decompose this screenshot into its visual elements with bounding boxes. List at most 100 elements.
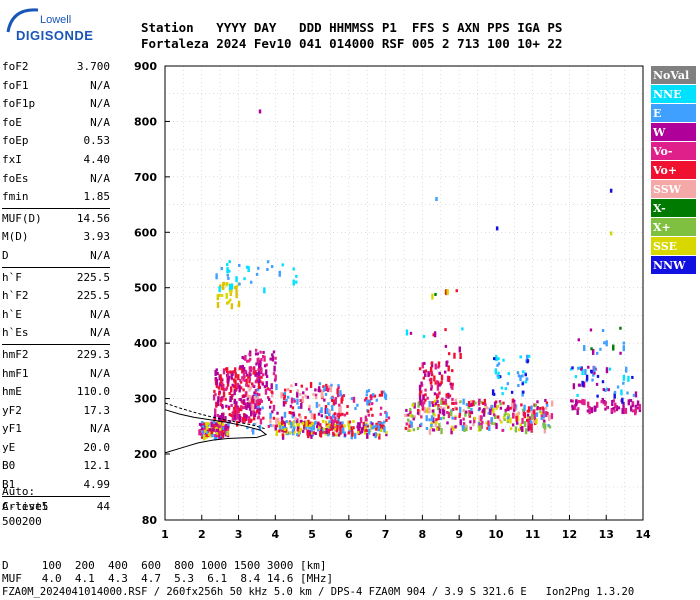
echo-point <box>612 399 616 403</box>
echo-point <box>235 276 238 283</box>
echo-point <box>226 301 229 305</box>
param-name: foF1p <box>2 97 36 111</box>
echo-point <box>375 398 378 402</box>
y-tick-label: 500 <box>134 282 157 295</box>
echo-point <box>515 415 518 422</box>
echo-point <box>240 406 244 410</box>
echo-point <box>424 393 427 397</box>
echo-point <box>366 399 369 406</box>
param-row: B0 12.1 <box>2 457 110 476</box>
echo-point <box>296 389 299 393</box>
echo-point <box>497 375 500 379</box>
echo-point <box>493 401 497 408</box>
echo-point <box>482 410 486 417</box>
echo-point <box>216 371 219 375</box>
echo-point <box>246 394 250 398</box>
echo-point <box>238 367 241 371</box>
echo-point <box>218 293 221 297</box>
echo-point <box>241 417 245 424</box>
echo-point <box>339 413 342 417</box>
echo-point <box>241 376 244 380</box>
echo-point <box>405 408 408 412</box>
x-tick-label: 9 <box>455 528 463 541</box>
echo-point <box>354 432 357 439</box>
echo-point <box>545 411 548 418</box>
param-row: foF1p N/A <box>2 95 110 114</box>
echo-point <box>293 430 296 434</box>
echo-point <box>326 424 329 431</box>
echo-point <box>305 387 308 391</box>
echo-point <box>542 412 546 419</box>
echo-point <box>430 361 434 365</box>
echo-point <box>587 401 590 408</box>
echo-point <box>636 406 639 410</box>
echo-point <box>464 410 467 417</box>
echo-point <box>424 374 427 378</box>
echo-point <box>535 418 538 425</box>
echo-point <box>410 414 414 418</box>
x-tick-label: 11 <box>525 528 540 541</box>
echo-point <box>286 395 290 399</box>
echo-point <box>495 423 498 430</box>
echo-point <box>636 400 640 404</box>
echo-point <box>362 421 365 428</box>
echo-point <box>215 432 219 436</box>
x-tick-label: 7 <box>382 528 390 541</box>
echo-point <box>455 407 458 411</box>
echo-point <box>322 385 325 389</box>
echo-point <box>254 402 257 409</box>
echo-point <box>317 403 321 407</box>
echo-point <box>296 426 300 430</box>
echo-point <box>583 345 586 352</box>
echo-point <box>250 396 253 400</box>
header-values: Fortaleza 2024 Fev10 041 014000 RSF 005 … <box>141 36 563 51</box>
echo-point <box>276 411 279 415</box>
echo-point <box>241 355 244 359</box>
legend-label: E <box>653 107 661 120</box>
echo-point <box>206 433 209 437</box>
echo-point <box>385 418 388 422</box>
echo-point <box>216 302 220 309</box>
echo-point <box>446 289 449 296</box>
echo-point <box>300 384 303 388</box>
echo-point <box>310 426 313 433</box>
echo-point <box>360 427 364 434</box>
echo-point <box>226 263 229 267</box>
y-tick-label: 200 <box>134 448 157 461</box>
echo-point <box>515 421 519 425</box>
echo-point <box>577 400 581 404</box>
echo-point <box>343 413 347 417</box>
echo-point <box>266 387 269 391</box>
echo-point <box>458 412 462 416</box>
echo-point <box>324 392 328 396</box>
echo-point <box>222 426 225 430</box>
echo-point <box>198 429 201 436</box>
y-tick-label: 800 <box>134 115 157 128</box>
param-row: foE N/A <box>2 114 110 133</box>
echo-point <box>586 409 590 413</box>
echo-point <box>300 402 303 409</box>
echo-point <box>526 413 530 417</box>
echo-point <box>321 427 324 434</box>
echo-point <box>255 409 259 413</box>
echo-point <box>310 422 314 426</box>
echo-point <box>255 411 258 415</box>
echo-point <box>409 331 413 335</box>
echo-point <box>517 384 520 388</box>
echo-point <box>465 410 468 414</box>
echo-point <box>610 409 614 413</box>
echo-point <box>535 412 539 416</box>
echo-point <box>220 267 223 271</box>
echo-point <box>330 424 333 431</box>
echo-point <box>226 432 229 436</box>
echo-point <box>338 403 341 407</box>
echo-point <box>252 423 256 427</box>
echo-point <box>215 422 218 429</box>
echo-point <box>304 420 307 424</box>
echo-point <box>248 377 252 381</box>
echo-point <box>283 411 287 418</box>
echo-point <box>324 420 328 424</box>
echo-point <box>239 398 243 402</box>
echo-point <box>332 433 336 437</box>
echo-point <box>250 397 254 401</box>
